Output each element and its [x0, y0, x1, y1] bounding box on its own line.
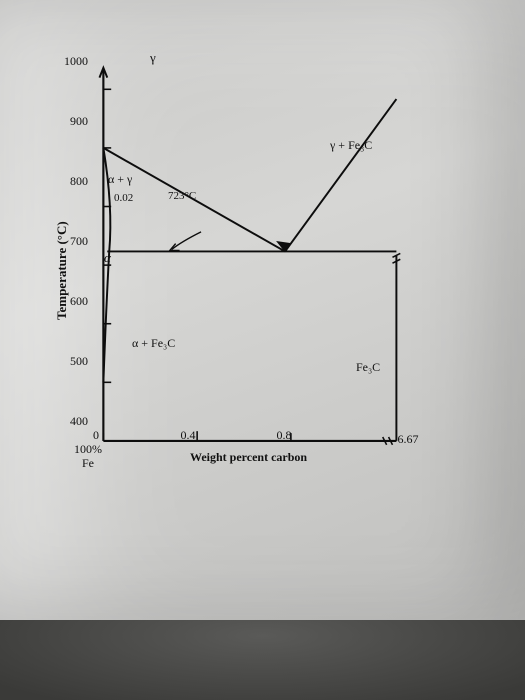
ytick-600: 600: [56, 294, 88, 309]
label-alpha-fe3c: α + Fe₃C: [132, 336, 175, 351]
ytick-1000: 1000: [52, 54, 88, 69]
annot-723c: 723°C: [168, 190, 196, 202]
x-100pct: 100%: [74, 442, 118, 457]
phase-diagram-svg: [60, 60, 430, 480]
xtick-667: 6.67: [390, 432, 426, 447]
xtick-0: 0: [86, 428, 106, 443]
ytick-500: 500: [56, 354, 88, 369]
xtick-04: 0.4: [174, 428, 202, 443]
ytick-900: 900: [56, 114, 88, 129]
ytick-400: 400: [56, 414, 88, 429]
paper-background: Temperature (°C) 1000 900 800 700 600 50…: [0, 0, 525, 620]
ytick-800: 800: [56, 174, 88, 189]
plot-area: Temperature (°C) 1000 900 800 700 600 50…: [60, 60, 480, 530]
annot-002: 0.02: [114, 192, 133, 204]
label-alpha-gamma: α + γ: [108, 172, 132, 187]
label-alpha: α: [104, 250, 111, 266]
x-axis-label: Weight percent carbon: [190, 450, 307, 465]
ytick-700: 700: [56, 234, 88, 249]
label-gamma-fe3c: γ + Fe₃C: [330, 138, 372, 153]
x-fe: Fe: [82, 456, 110, 471]
label-gamma: γ: [150, 50, 156, 66]
xtick-08: 0.8: [270, 428, 298, 443]
table-surface: [0, 620, 525, 700]
label-fe3c: Fe₃C: [356, 360, 380, 375]
